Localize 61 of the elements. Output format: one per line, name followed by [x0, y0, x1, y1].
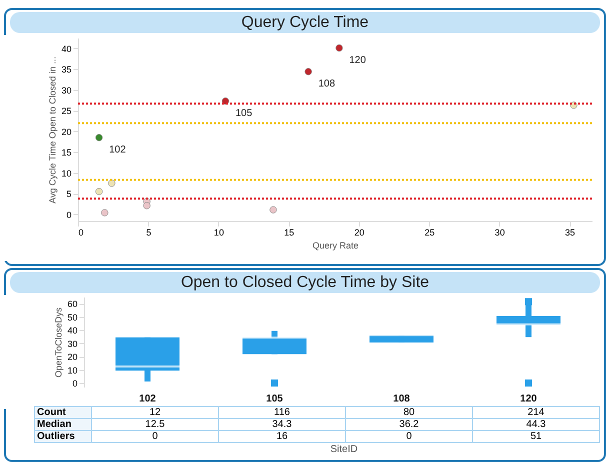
chart-title: Open to Closed Cycle Time by Site — [10, 272, 600, 293]
y-tick-label: 10 — [61, 168, 72, 178]
point — [304, 68, 312, 76]
text: 12 — [92, 406, 218, 418]
y-tick-label: 60 — [67, 299, 78, 310]
y-tick-label: 30 — [67, 338, 78, 349]
text: 116 — [218, 406, 346, 418]
x-tick-label: 25 — [424, 228, 435, 238]
chart-title: Query Cycle Time — [10, 12, 600, 33]
text: 0 — [92, 430, 218, 442]
y-tick-label: 0 — [66, 210, 72, 220]
y-tick-label: 20 — [67, 352, 78, 362]
y-tick-label: 20 — [61, 126, 72, 137]
point — [95, 188, 103, 196]
text: 44.3 — [472, 418, 600, 430]
annotation: 105 — [235, 108, 253, 120]
x-tick-label: 15 — [284, 228, 294, 238]
point — [101, 209, 108, 216]
x-tick-label: 102 — [139, 394, 156, 404]
y-tick-label: 25 — [61, 106, 72, 116]
text: Median — [34, 418, 92, 430]
x-tick-label: 120 — [520, 394, 538, 404]
x-tick-label: 30 — [494, 228, 505, 238]
y-tick-label: 30 — [61, 85, 72, 96]
x-axis-title: Query Rate — [312, 240, 359, 250]
y-tick-label: 40 — [61, 44, 72, 54]
y-tick-label: 10 — [67, 365, 78, 376]
y-tick-label: 0 — [72, 378, 78, 389]
y-tick-label: 15 — [61, 148, 72, 158]
point — [143, 202, 150, 210]
annotation: 120 — [349, 54, 366, 66]
x-tick-label: 10 — [214, 228, 224, 238]
text: 34.3 — [218, 418, 346, 430]
y-tick-label: 35 — [61, 64, 72, 75]
x-tick-label: 105 — [266, 394, 284, 404]
text: 51 — [472, 430, 600, 442]
x-tick-label: 20 — [354, 228, 364, 238]
point — [108, 180, 116, 187]
y-tick-label: 50 — [67, 312, 78, 322]
annotation: 108 — [318, 78, 336, 90]
y-tick-label: 40 — [67, 326, 78, 336]
text: Count — [34, 406, 92, 418]
point — [270, 206, 277, 214]
y-tick-label: 5 — [66, 189, 72, 200]
text: 16 — [218, 430, 346, 442]
x-tick-label: 5 — [146, 228, 152, 238]
text: 214 — [472, 406, 600, 418]
x-axis-title: SiteID — [329, 444, 359, 455]
text: 0 — [346, 430, 472, 442]
text: 12.5 — [92, 418, 218, 430]
y-axis-title: OpenToCloseDys — [53, 306, 64, 378]
text: 36.2 — [346, 418, 472, 430]
y-axis-title: Avg Cycle Time Open to Closed in ... — [47, 56, 58, 204]
annotation: 102 — [109, 144, 126, 156]
x-tick-label: 108 — [393, 394, 410, 404]
text: 80 — [346, 406, 472, 418]
point — [95, 134, 103, 142]
x-tick-label: 35 — [565, 228, 576, 238]
point — [336, 44, 343, 52]
x-tick-label: 0 — [78, 228, 84, 238]
text: Outliers — [34, 430, 92, 442]
